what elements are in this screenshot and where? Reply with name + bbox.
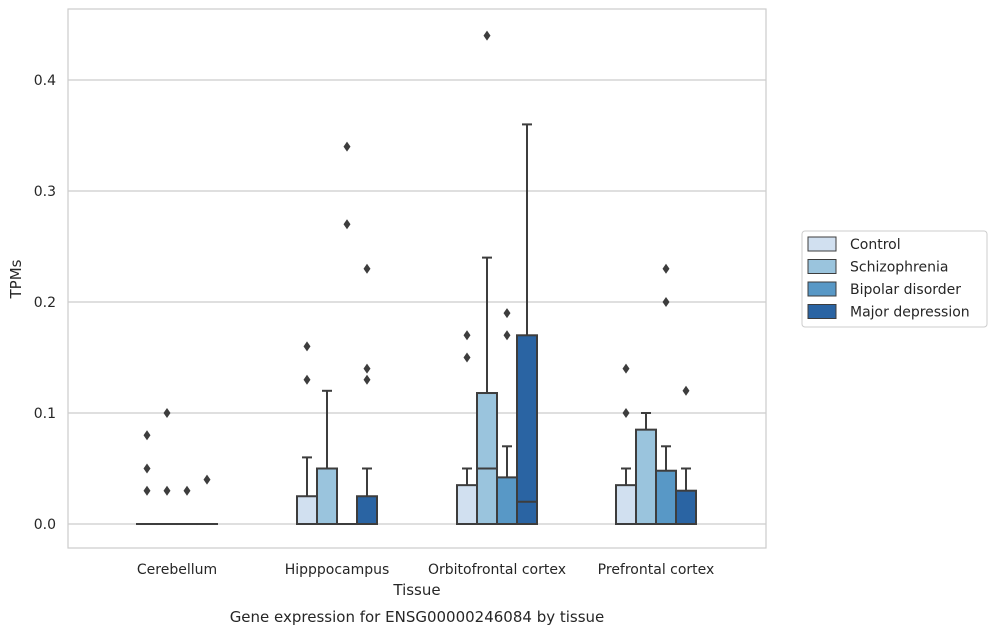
x-tick-label: Hipppocampus xyxy=(285,562,390,578)
box-body xyxy=(316,467,338,525)
outlier-point xyxy=(163,485,171,496)
legend-swatch xyxy=(807,281,837,297)
box-group xyxy=(176,485,198,526)
legend-swatch xyxy=(807,304,837,319)
y-tick-label: 0.4 xyxy=(34,73,56,89)
legend-swatch xyxy=(807,236,837,252)
x-tick-label: Orbitofrontal cortex xyxy=(428,562,566,578)
box-group xyxy=(316,389,338,525)
legend-swatch xyxy=(807,259,837,274)
x-axis-label: Tissue xyxy=(392,581,440,599)
outlier-point xyxy=(143,463,151,474)
tick-labels: 0.0 0.1 0.2 0.3 0.4 Cerebellum Hipppocampus Orb… xyxy=(34,73,715,578)
outlier-point xyxy=(682,385,690,396)
outlier-point xyxy=(203,474,211,485)
outlier-point xyxy=(503,330,511,341)
box-body xyxy=(356,495,378,525)
legend-label: Schizophrenia xyxy=(850,260,948,276)
outlier-point xyxy=(143,485,151,496)
x-tick-label: Prefrontal cortex xyxy=(598,562,715,578)
figure-caption: Gene expression for ENSG00000246084 by t… xyxy=(230,608,605,626)
legend-label: Bipolar disorder xyxy=(850,282,961,298)
outlier-point xyxy=(183,485,191,496)
box-group xyxy=(356,263,378,525)
box-group xyxy=(635,412,657,525)
y-axis-label: TPMs xyxy=(7,259,25,299)
box-body xyxy=(476,392,498,525)
box-group xyxy=(196,474,218,526)
box-group xyxy=(136,430,158,526)
outlier-point xyxy=(662,263,670,274)
box-group xyxy=(496,308,518,526)
box-group xyxy=(516,123,538,525)
box-body xyxy=(496,476,518,526)
box-group xyxy=(336,141,358,526)
outlier-point xyxy=(662,297,670,307)
outlier-point xyxy=(483,30,491,41)
outlier-point xyxy=(303,374,311,385)
box-group xyxy=(675,385,697,526)
legend-frame xyxy=(801,230,988,328)
y-tick-label: 0.0 xyxy=(34,517,56,533)
outlier-point xyxy=(363,363,371,374)
box-body xyxy=(456,484,478,525)
y-tick-label: 0.1 xyxy=(34,406,56,422)
box-group xyxy=(476,30,498,525)
outlier-point xyxy=(143,430,151,441)
box-group xyxy=(615,363,637,525)
box-layer xyxy=(136,30,697,526)
outlier-point xyxy=(622,363,630,374)
outlier-point xyxy=(363,263,371,274)
box-body xyxy=(675,489,697,526)
box-body xyxy=(296,495,318,525)
box-body xyxy=(516,334,538,525)
outlier-point xyxy=(363,374,371,385)
outlier-point xyxy=(622,408,630,418)
y-tick-label: 0.2 xyxy=(34,295,56,311)
plot-frame xyxy=(67,8,767,549)
legend: Control Schizophrenia Bipolar disorder Majo… xyxy=(801,230,988,328)
box-body xyxy=(655,469,677,525)
box-group xyxy=(296,341,318,525)
box-group xyxy=(156,408,178,526)
legend-label: Major depression xyxy=(850,305,970,321)
outlier-point xyxy=(343,141,351,152)
outlier-point xyxy=(503,308,511,319)
legend-label: Control xyxy=(850,237,901,253)
box-body xyxy=(615,484,637,525)
outlier-point xyxy=(303,341,311,352)
outlier-point xyxy=(343,219,351,230)
grid-lines xyxy=(68,79,766,525)
box-group xyxy=(456,330,478,525)
box-body xyxy=(635,428,657,525)
outlier-point xyxy=(463,330,471,341)
outlier-point xyxy=(463,352,471,363)
x-tick-label: Cerebellum xyxy=(137,562,217,578)
outlier-point xyxy=(163,408,171,418)
y-tick-label: 0.3 xyxy=(34,184,56,200)
box-group xyxy=(655,263,677,525)
